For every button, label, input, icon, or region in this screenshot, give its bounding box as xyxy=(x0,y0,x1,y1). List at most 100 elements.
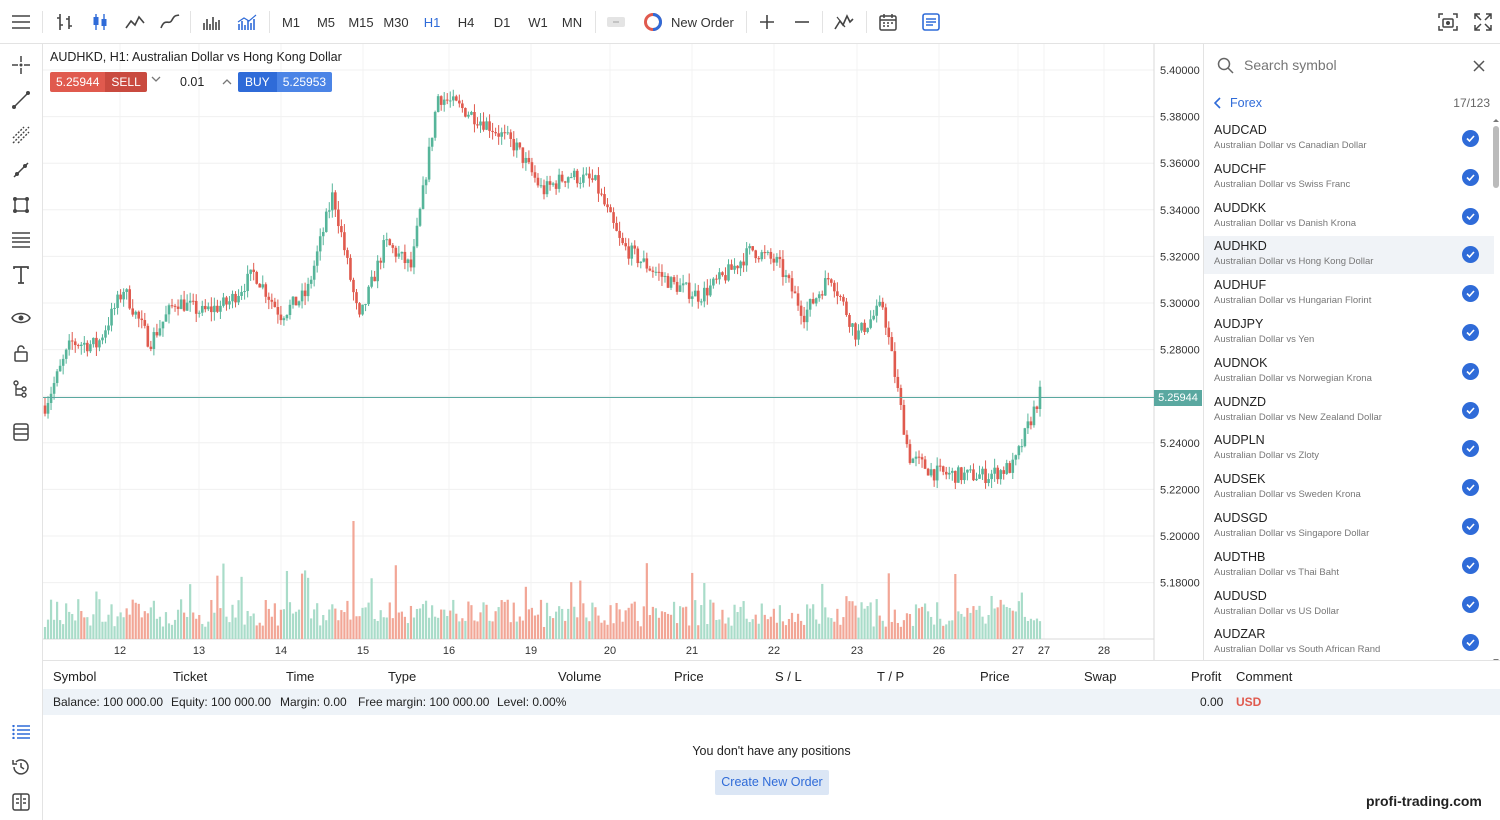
fibonacci-icon[interactable] xyxy=(9,228,33,252)
symbol-item-audcad[interactable]: AUDCAD Australian Dollar vs Canadian Doll… xyxy=(1204,120,1494,158)
zoom-in-icon[interactable] xyxy=(754,0,780,44)
col-price[interactable]: Price xyxy=(674,669,704,684)
col-current-price[interactable]: Price xyxy=(980,669,1010,684)
bar-chart-type-icon[interactable] xyxy=(52,0,78,44)
buy-button[interactable]: BUY 5.25953 xyxy=(238,72,333,92)
symbol-item-audjpy[interactable]: AUDJPY Australian Dollar vs Yen xyxy=(1204,314,1494,352)
col-type[interactable]: Type xyxy=(388,669,417,684)
candle-chart-type-icon[interactable] xyxy=(87,0,113,44)
col-sl[interactable]: S / L xyxy=(775,669,802,684)
eye-icon[interactable] xyxy=(9,306,33,330)
candle-body xyxy=(987,479,990,484)
timeframe-w1[interactable]: W1 xyxy=(528,14,548,30)
check-icon[interactable] xyxy=(1462,556,1479,574)
col-ticket[interactable]: Ticket xyxy=(173,669,208,684)
timeframe-h4[interactable]: H4 xyxy=(457,14,475,30)
channel-icon[interactable] xyxy=(9,123,33,147)
lock-icon[interactable] xyxy=(9,341,33,365)
volume-bar xyxy=(615,602,618,639)
check-icon[interactable] xyxy=(1462,479,1479,497)
timeframe-m5[interactable]: M5 xyxy=(316,14,336,30)
line-chart-type-icon[interactable] xyxy=(122,0,148,44)
col-symbol[interactable]: Symbol xyxy=(53,669,97,684)
indicators-volume-icon[interactable] xyxy=(234,0,260,44)
scroll-up-icon[interactable] xyxy=(1493,110,1499,122)
symbol-item-audthb[interactable]: AUDTHB Australian Dollar vs Thai Baht xyxy=(1204,547,1494,585)
check-icon[interactable] xyxy=(1462,130,1479,147)
volume-increase-icon[interactable] xyxy=(222,74,232,92)
chart-area[interactable]: 5.40000 5.38000 5.36000 5.34000 5.32000 5.300… xyxy=(43,44,1203,660)
timeframe-h1[interactable]: H1 xyxy=(423,14,441,30)
col-time[interactable]: Time xyxy=(286,669,315,684)
col-swap[interactable]: Swap xyxy=(1084,669,1117,684)
check-icon[interactable] xyxy=(1462,362,1479,380)
timeframe-mn[interactable]: MN xyxy=(561,14,583,30)
timeframe-m30[interactable]: M30 xyxy=(383,14,409,30)
check-icon[interactable] xyxy=(1462,168,1479,186)
check-icon[interactable] xyxy=(1462,324,1479,341)
volume-input[interactable]: 0.01 xyxy=(180,75,205,89)
check-icon[interactable] xyxy=(1462,207,1479,225)
journal-icon[interactable] xyxy=(9,790,33,814)
symbol-item-audhkd[interactable]: AUDHKD Australian Dollar vs Hong Kong Dol… xyxy=(1204,236,1494,275)
shape-icon[interactable] xyxy=(9,193,33,217)
new-order-button[interactable]: New Order xyxy=(643,0,743,44)
candle-body xyxy=(972,469,975,481)
candle-body xyxy=(312,265,316,280)
check-icon[interactable] xyxy=(1462,246,1479,264)
check-icon[interactable] xyxy=(1462,285,1479,303)
col-comment[interactable]: Comment xyxy=(1236,669,1293,684)
check-icon[interactable] xyxy=(1462,634,1479,652)
timeframe-m15[interactable]: M15 xyxy=(348,14,374,30)
symbol-item-audnzd[interactable]: AUDNZD Australian Dollar vs New Zealand D… xyxy=(1204,392,1494,430)
crosshair-icon[interactable] xyxy=(9,53,33,77)
screenshot-icon[interactable] xyxy=(1435,0,1461,44)
candle-body xyxy=(518,142,522,148)
timeframe-m1[interactable]: M1 xyxy=(281,14,301,30)
symbol-item-audzar[interactable]: AUDZAR Australian Dollar vs South African… xyxy=(1204,624,1494,660)
volume-icon[interactable] xyxy=(199,0,225,44)
trade-list-icon[interactable] xyxy=(9,720,33,744)
menu-icon[interactable] xyxy=(8,0,34,44)
symbol-item-auddkk[interactable]: AUDDKK Australian Dollar vs Danish Krona xyxy=(1204,198,1494,236)
candle-body xyxy=(866,327,869,332)
trade-panel-icon[interactable] xyxy=(918,0,944,44)
history-icon[interactable] xyxy=(9,755,33,779)
calendar-icon[interactable] xyxy=(875,0,901,44)
text-tool-icon[interactable] xyxy=(9,263,33,287)
templates-icon[interactable] xyxy=(9,420,33,444)
symbol-item-audhuf[interactable]: AUDHUF Australian Dollar vs Hungarian Flo… xyxy=(1204,275,1494,313)
volume-bar xyxy=(536,614,540,639)
check-icon[interactable] xyxy=(1462,518,1479,535)
fullscreen-icon[interactable] xyxy=(1470,0,1496,44)
symbol-item-audsek[interactable]: AUDSEK Australian Dollar vs Sweden Krona xyxy=(1204,469,1494,507)
zoom-out-icon[interactable] xyxy=(789,0,815,44)
symbol-item-audpln[interactable]: AUDPLN Australian Dollar vs Zloty xyxy=(1204,430,1494,468)
indicators-icon[interactable] xyxy=(831,0,857,44)
scrollbar-thumb[interactable] xyxy=(1493,126,1499,188)
symbol-item-audsgd[interactable]: AUDSGD Australian Dollar vs Singapore Dol… xyxy=(1204,508,1494,546)
symbol-item-audnok[interactable]: AUDNOK Australian Dollar vs Norwegian Kro… xyxy=(1204,353,1494,391)
area-chart-type-icon[interactable] xyxy=(157,0,183,44)
symbol-item-audusd[interactable]: AUDUSD Australian Dollar vs US Dollar xyxy=(1204,586,1494,624)
search-input[interactable] xyxy=(1244,54,1464,76)
check-icon[interactable] xyxy=(1462,401,1479,419)
ray-line-icon[interactable] xyxy=(9,158,33,182)
close-icon[interactable] xyxy=(1473,59,1485,77)
col-tp[interactable]: T / P xyxy=(877,669,905,684)
col-profit[interactable]: Profit xyxy=(1191,669,1222,684)
timeframe-d1[interactable]: D1 xyxy=(493,14,511,30)
col-volume[interactable]: Volume xyxy=(558,669,602,684)
symbol-item-audchf[interactable]: AUDCHF Australian Dollar vs Swiss Franc xyxy=(1204,159,1494,197)
volume-decrease-icon[interactable] xyxy=(151,74,161,87)
sell-button[interactable]: 5.25944 SELL xyxy=(50,72,147,92)
trend-line-icon[interactable] xyxy=(9,88,33,112)
object-tree-icon[interactable] xyxy=(9,377,33,401)
create-new-order-button[interactable]: Create New Order xyxy=(715,770,829,795)
check-icon[interactable] xyxy=(1462,440,1479,458)
group-back-button[interactable]: Forex xyxy=(1214,96,1262,110)
symbol-description: Australian Dollar vs Yen xyxy=(1214,334,1315,345)
check-icon[interactable] xyxy=(1462,595,1479,613)
price-chart[interactable]: 5.40000 5.38000 5.36000 5.34000 5.32000 5.300… xyxy=(43,44,1203,660)
one-click-trading-icon[interactable] xyxy=(603,0,629,44)
